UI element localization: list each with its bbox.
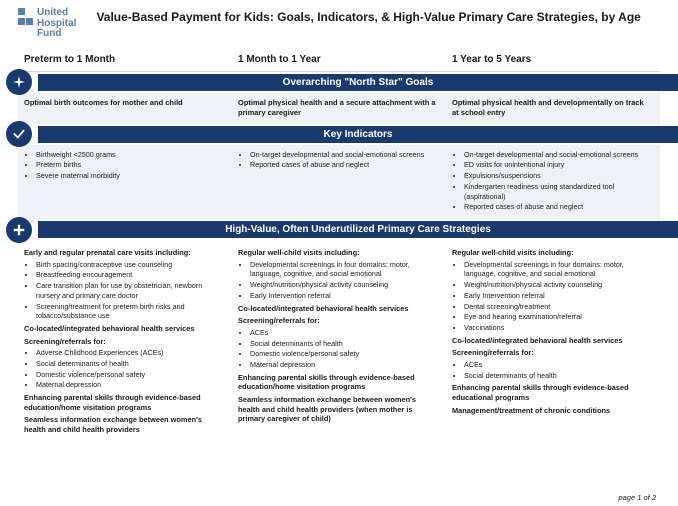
- column-headers: Preterm to 1 Month 1 Month to 1 Year 1 Y…: [18, 48, 660, 72]
- list-item: Weight/nutrition/physical activity couns…: [464, 280, 652, 290]
- strategy-subhead: Enhancing parental skills through eviden…: [452, 383, 652, 402]
- strategy-list: Developmental screenings in four domains…: [238, 260, 438, 301]
- strategy-subhead: Co-located/integrated behavioral health …: [24, 324, 224, 334]
- strategy-cell: Regular well-child visits including: Deve…: [446, 240, 660, 443]
- indicators-band: Key Indicators: [38, 126, 678, 143]
- strategy-subhead: Co-located/integrated behavioral health …: [452, 336, 652, 346]
- list-item: ACEs: [250, 328, 438, 338]
- strategy-subhead: Regular well-child visits including:: [238, 248, 438, 258]
- strategy-subhead: Management/treatment of chronic conditio…: [452, 406, 652, 416]
- logo-text: United Hospital Fund: [37, 8, 76, 40]
- page-title: Value-Based Payment for Kids: Goals, Ind…: [96, 8, 660, 24]
- list-item: Reported cases of abuse and neglect: [250, 160, 438, 170]
- goal-cell: Optimal physical health and a secure att…: [232, 93, 446, 124]
- strategy-subhead: Regular well-child visits including:: [452, 248, 652, 258]
- list-item: Reported cases of abuse and neglect: [464, 202, 652, 212]
- list-item: Eye and hearing examination/referral: [464, 312, 652, 322]
- strategy-subhead: Seamless information exchange between wo…: [238, 395, 438, 424]
- strategy-subhead: Screening/referrals for:: [24, 337, 224, 347]
- list-item: On-target developmental and social-emoti…: [250, 150, 438, 160]
- list-item: Weight/nutrition/physical activity couns…: [250, 280, 438, 290]
- list-item: Early Intervention referral: [464, 291, 652, 301]
- list-item: Developmental screenings in four domains…: [464, 260, 652, 279]
- strategy-list: ACEsSocial determinants of healthDomesti…: [238, 328, 438, 370]
- list-item: Social determinants of health: [36, 359, 224, 369]
- goals-row: Optimal birth outcomes for mother and ch…: [18, 93, 660, 124]
- col-head: 1 Month to 1 Year: [232, 48, 446, 71]
- plus-icon: [6, 217, 32, 243]
- strategy-subhead: Enhancing parental skills through eviden…: [238, 373, 438, 392]
- page-footer: page 1 of 2: [618, 493, 656, 502]
- list-item: Breastfeeding encouragement: [36, 270, 224, 280]
- list-item: ACEs: [464, 360, 652, 370]
- list-item: Birthweight <2500 grams: [36, 150, 224, 160]
- list-item: Severe maternal morbidity: [36, 171, 224, 181]
- list-item: Social determinants of health: [464, 371, 652, 381]
- list-item: ED visits for unintentional injury: [464, 160, 652, 170]
- strategy-list: ACEsSocial determinants of health: [452, 360, 652, 380]
- list-item: Developmental screenings in four domains…: [250, 260, 438, 279]
- list-item: Preterm births: [36, 160, 224, 170]
- list-item: Screening/treatment for preterm birth ri…: [36, 302, 224, 321]
- strategy-cell: Regular well-child visits including: Deve…: [232, 240, 446, 443]
- indicator-cell: On-target developmental and social-emoti…: [232, 145, 446, 219]
- list-item: Birth spacing/contraceptive use counseli…: [36, 260, 224, 270]
- goals-band-wrap: Overarching "North Star" Goals: [0, 74, 678, 91]
- list-item: Kindergarten readiness using standardize…: [464, 182, 652, 201]
- col-head: Preterm to 1 Month: [18, 48, 232, 71]
- list-item: On-target developmental and social-emoti…: [464, 150, 652, 160]
- list-item: Early Intervention referral: [250, 291, 438, 301]
- strategy-subhead: Enhancing parental skills through eviden…: [24, 393, 224, 412]
- list-item: Maternal depression: [36, 380, 224, 390]
- list-item: Social determinants of health: [250, 339, 438, 349]
- list-item: Expulsions/suspensions: [464, 171, 652, 181]
- logo: United Hospital Fund: [18, 8, 76, 40]
- strategy-subhead: Seamless information exchange between wo…: [24, 415, 224, 434]
- strategies-band: High-Value, Often Underutilized Primary …: [38, 221, 678, 238]
- list-item: Dental screening/treatment: [464, 302, 652, 312]
- strategies-row: Early and regular prenatal care visits i…: [18, 240, 660, 443]
- strategy-subhead: Early and regular prenatal care visits i…: [24, 248, 224, 258]
- indicator-cell: On-target developmental and social-emoti…: [446, 145, 660, 219]
- list-item: Adverse Childhood Experiences (ACEs): [36, 348, 224, 358]
- brand-line: Fund: [37, 29, 76, 40]
- list-item: Domestic violence/personal safety: [250, 349, 438, 359]
- list-item: Domestic violence/personal safety: [36, 370, 224, 380]
- page: United Hospital Fund Value-Based Payment…: [0, 0, 678, 506]
- col-head: 1 Year to 5 Years: [446, 48, 660, 71]
- logo-mark: [18, 8, 33, 27]
- check-icon: [6, 121, 32, 147]
- goal-cell: Optimal physical health and developmenta…: [446, 93, 660, 124]
- star-icon: [6, 69, 32, 95]
- indicators-band-wrap: Key Indicators: [0, 126, 678, 143]
- list-item: Maternal depression: [250, 360, 438, 370]
- indicator-cell: Birthweight <2500 gramsPreterm birthsSev…: [18, 145, 232, 219]
- goal-cell: Optimal birth outcomes for mother and ch…: [18, 93, 232, 124]
- strategy-list: Developmental screenings in four domains…: [452, 260, 652, 333]
- strategy-cell: Early and regular prenatal care visits i…: [18, 240, 232, 443]
- strategy-subhead: Screening/referrals for:: [238, 316, 438, 326]
- brand-line: United: [37, 8, 76, 19]
- strategy-list: Birth spacing/contraceptive use counseli…: [24, 260, 224, 321]
- list-item: Care transition plan for use by obstetri…: [36, 281, 224, 300]
- list-item: Vaccinations: [464, 323, 652, 333]
- strategy-subhead: Co-located/integrated behavioral health …: [238, 304, 438, 314]
- indicators-row: Birthweight <2500 gramsPreterm birthsSev…: [18, 145, 660, 219]
- strategies-band-wrap: High-Value, Often Underutilized Primary …: [0, 221, 678, 238]
- strategy-subhead: Screening/referrals for:: [452, 348, 652, 358]
- strategy-list: Adverse Childhood Experiences (ACEs)Soci…: [24, 348, 224, 390]
- goals-band: Overarching "North Star" Goals: [38, 74, 678, 91]
- header: United Hospital Fund Value-Based Payment…: [18, 8, 660, 40]
